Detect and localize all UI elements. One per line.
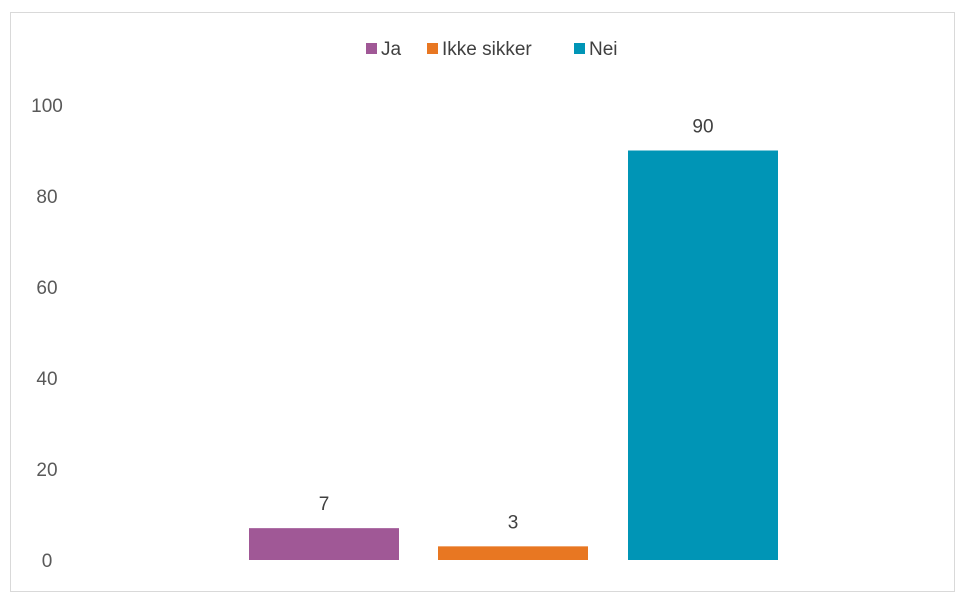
legend-swatch [427,43,438,54]
legend-swatch [366,43,377,54]
y-tick-label: 100 [31,96,63,117]
bar-nei [628,150,778,560]
bar-ikke-sikker [438,546,588,560]
y-tick-label: 80 [36,187,57,208]
y-tick-label: 20 [36,460,57,481]
data-label: 90 [692,117,713,138]
data-label: 7 [319,494,330,515]
y-tick-label: 0 [42,551,53,572]
data-labels: 7 3 90 [319,117,714,534]
bar-chart: Ja Ikke sikker Nei 0 20 40 60 80 100 7 3 90 [31,39,778,572]
legend-label: Ja [381,39,402,60]
y-tick-label: 40 [36,369,57,390]
y-tick-label: 60 [36,278,57,299]
bar-ja [249,528,399,560]
chart-frame [10,12,955,592]
bars [249,150,778,560]
data-label: 3 [508,512,519,533]
legend-swatch [574,43,585,54]
y-axis: 0 20 40 60 80 100 [31,96,63,572]
legend-label: Nei [589,39,618,60]
legend: Ja Ikke sikker Nei [366,39,618,60]
legend-label: Ikke sikker [442,39,532,60]
